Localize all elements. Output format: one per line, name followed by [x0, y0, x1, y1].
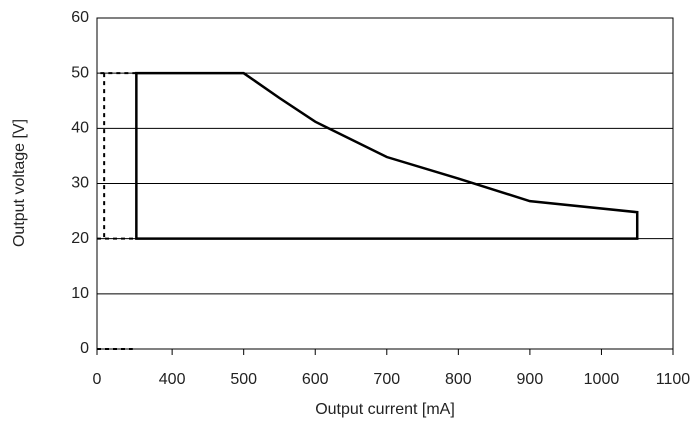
- x-tick-label: 1100: [656, 371, 691, 388]
- y-tick-label: 30: [71, 175, 89, 192]
- series-line: [97, 72, 137, 350]
- x-tick-label: 600: [302, 371, 329, 388]
- x-tick-label: 700: [373, 371, 400, 388]
- x-tick-label: 500: [230, 371, 257, 388]
- y-tick-label: 40: [71, 120, 89, 137]
- series-line: [135, 71, 639, 240]
- y-tick-label: 20: [71, 230, 89, 247]
- x-tick-label: 800: [445, 371, 472, 388]
- plot-frame: [96, 17, 674, 350]
- y-tick-label: 50: [71, 64, 89, 81]
- x-tick-label: 0: [93, 371, 102, 388]
- x-tick-label: 900: [517, 371, 544, 388]
- y-tick-label: 60: [71, 9, 89, 26]
- x-tick-label: 1000: [584, 371, 620, 388]
- x-axis-title: Output current [mA]: [315, 401, 455, 418]
- y-axis-title: Output voltage [V]: [11, 119, 28, 247]
- y-tick-label: 10: [71, 285, 89, 302]
- y-tick-label: 0: [80, 340, 89, 357]
- x-tick-label: 400: [159, 371, 186, 388]
